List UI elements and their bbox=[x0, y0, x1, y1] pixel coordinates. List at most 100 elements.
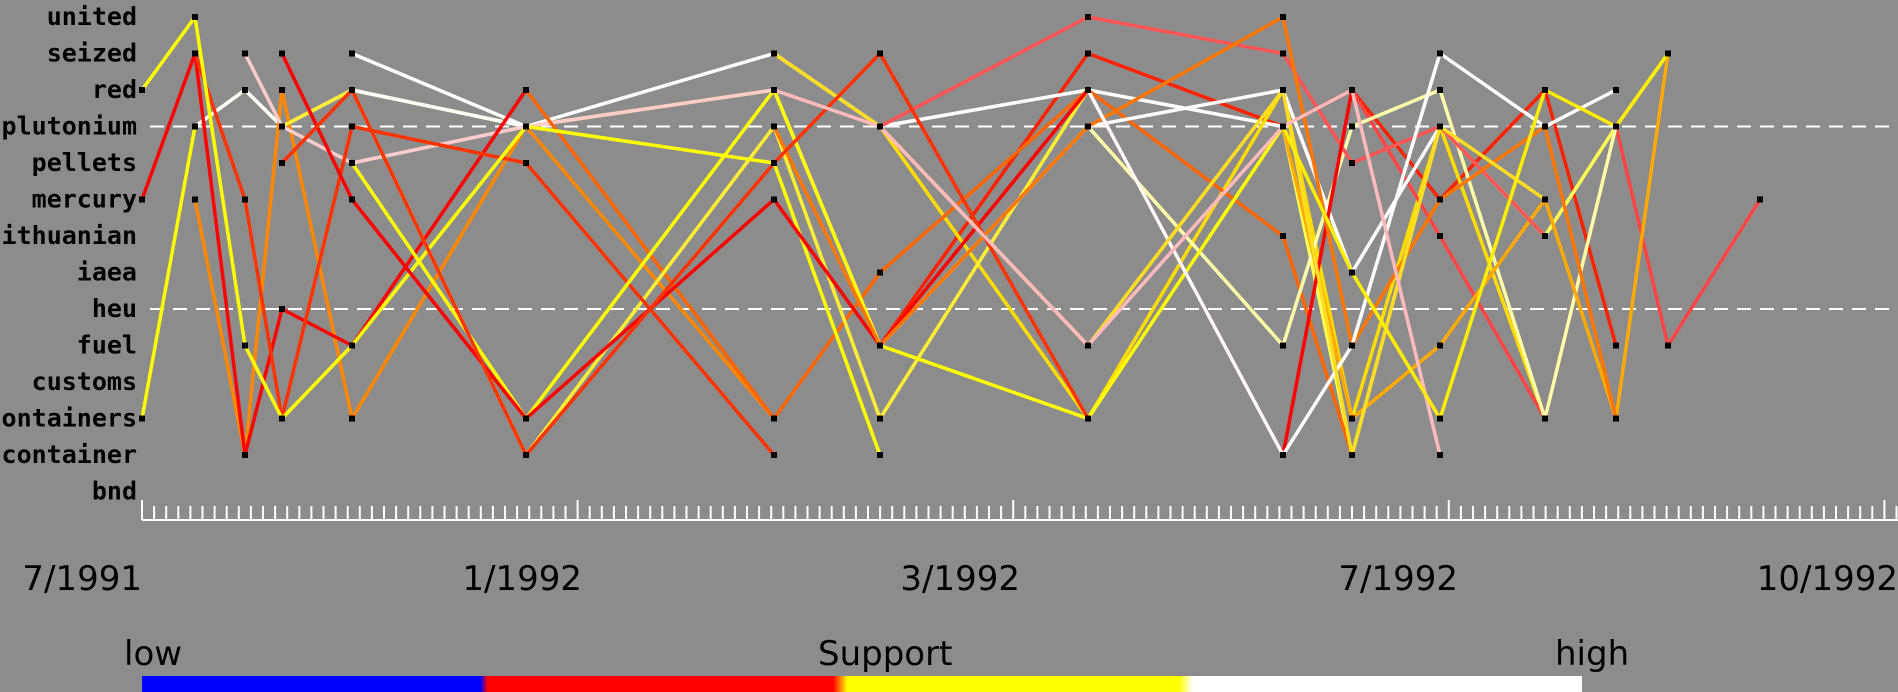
data-node bbox=[1280, 452, 1286, 458]
series-line bbox=[1281, 53, 1670, 421]
data-node bbox=[1349, 123, 1355, 130]
term-label: seized bbox=[47, 39, 137, 68]
series-line bbox=[193, 88, 776, 457]
data-node bbox=[523, 87, 529, 93]
data-node bbox=[1280, 14, 1286, 20]
data-node bbox=[1437, 233, 1443, 239]
data-node bbox=[349, 87, 355, 93]
data-node bbox=[523, 452, 529, 458]
data-nodes bbox=[139, 14, 1763, 458]
data-node bbox=[771, 87, 777, 93]
date-tick-label: 1/1992 bbox=[462, 559, 582, 599]
data-node bbox=[1542, 415, 1548, 422]
series-line bbox=[1281, 52, 1670, 421]
legend-title: Support bbox=[818, 634, 952, 674]
data-node bbox=[771, 196, 777, 203]
data-node bbox=[877, 415, 883, 422]
data-node bbox=[279, 306, 285, 312]
series-line bbox=[772, 51, 1618, 348]
term-label: mercury bbox=[32, 185, 137, 214]
data-node bbox=[523, 160, 529, 166]
data-node bbox=[1349, 342, 1355, 349]
data-node bbox=[349, 160, 355, 166]
term-label: united bbox=[47, 2, 137, 31]
series-line bbox=[1086, 88, 1618, 421]
data-node bbox=[1665, 50, 1671, 57]
term-label: lithuanian bbox=[0, 221, 137, 250]
data-node bbox=[1542, 196, 1548, 203]
data-node bbox=[771, 452, 777, 458]
data-node bbox=[1613, 123, 1619, 130]
data-node bbox=[1437, 87, 1443, 93]
data-node bbox=[1280, 342, 1286, 349]
data-node bbox=[1280, 123, 1286, 130]
date-tick-labels: 7/1991 1/1992 3/1992 7/1992 10/1992 bbox=[22, 559, 1898, 599]
series-line bbox=[1086, 51, 1617, 457]
term-label: pellets bbox=[32, 148, 137, 177]
series-line bbox=[878, 88, 1547, 421]
data-node bbox=[1665, 342, 1671, 349]
series-line bbox=[772, 15, 1618, 419]
term-label: heu bbox=[92, 294, 137, 323]
term-label: containers bbox=[0, 404, 137, 433]
legend-high-label: high bbox=[1555, 634, 1629, 674]
data-node bbox=[242, 342, 248, 349]
term-label: red bbox=[92, 75, 137, 104]
data-node bbox=[1437, 342, 1443, 349]
data-node bbox=[349, 342, 355, 349]
data-node bbox=[1085, 415, 1091, 422]
data-node bbox=[279, 415, 285, 422]
data-node bbox=[1349, 452, 1355, 458]
data-node bbox=[279, 123, 285, 130]
term-label: plutonium bbox=[2, 112, 137, 141]
data-node bbox=[1280, 87, 1286, 93]
series-line bbox=[281, 88, 1090, 457]
data-node bbox=[1085, 123, 1091, 130]
data-node bbox=[1437, 415, 1443, 422]
data-node bbox=[349, 123, 355, 130]
data-node bbox=[1542, 123, 1548, 130]
series-line bbox=[140, 15, 882, 456]
date-tick-label: 7/1992 bbox=[1338, 559, 1458, 599]
data-node bbox=[1085, 14, 1091, 20]
support-legend: low Support high bbox=[124, 634, 1629, 692]
data-node bbox=[242, 87, 248, 93]
data-node bbox=[192, 123, 198, 130]
data-node bbox=[523, 123, 529, 130]
legend-low-label: low bbox=[124, 634, 182, 674]
data-node bbox=[1349, 269, 1355, 276]
data-node bbox=[1085, 87, 1091, 93]
term-label: iaea bbox=[77, 258, 137, 287]
data-node bbox=[1437, 123, 1443, 130]
data-node bbox=[139, 87, 145, 93]
data-node bbox=[279, 50, 285, 57]
term-label: container bbox=[2, 440, 137, 469]
data-node bbox=[279, 87, 285, 93]
term-label: fuel bbox=[77, 331, 137, 360]
data-node bbox=[523, 415, 529, 422]
data-node bbox=[1613, 342, 1619, 349]
data-node bbox=[1085, 50, 1091, 57]
data-node bbox=[349, 50, 355, 57]
data-node bbox=[1085, 342, 1091, 349]
data-node bbox=[1613, 87, 1619, 93]
data-node bbox=[877, 269, 883, 276]
term-axis-labels: united seized red plutonium pellets mercury li… bbox=[0, 2, 137, 506]
data-node bbox=[1542, 87, 1548, 93]
series-lines bbox=[140, 15, 1762, 457]
series-line bbox=[773, 88, 1442, 456]
legend-color-bar bbox=[142, 676, 1582, 692]
data-node bbox=[771, 160, 777, 166]
data-node bbox=[279, 160, 285, 166]
series-line bbox=[280, 52, 1354, 457]
term-label: customs bbox=[32, 367, 137, 396]
data-node bbox=[877, 342, 883, 349]
date-tick-label: 3/1992 bbox=[900, 559, 1020, 599]
series-line bbox=[524, 88, 1354, 456]
data-node bbox=[1437, 50, 1443, 57]
data-node bbox=[1349, 87, 1355, 93]
data-node bbox=[771, 123, 777, 130]
data-node bbox=[1437, 452, 1443, 458]
data-node bbox=[771, 50, 777, 57]
